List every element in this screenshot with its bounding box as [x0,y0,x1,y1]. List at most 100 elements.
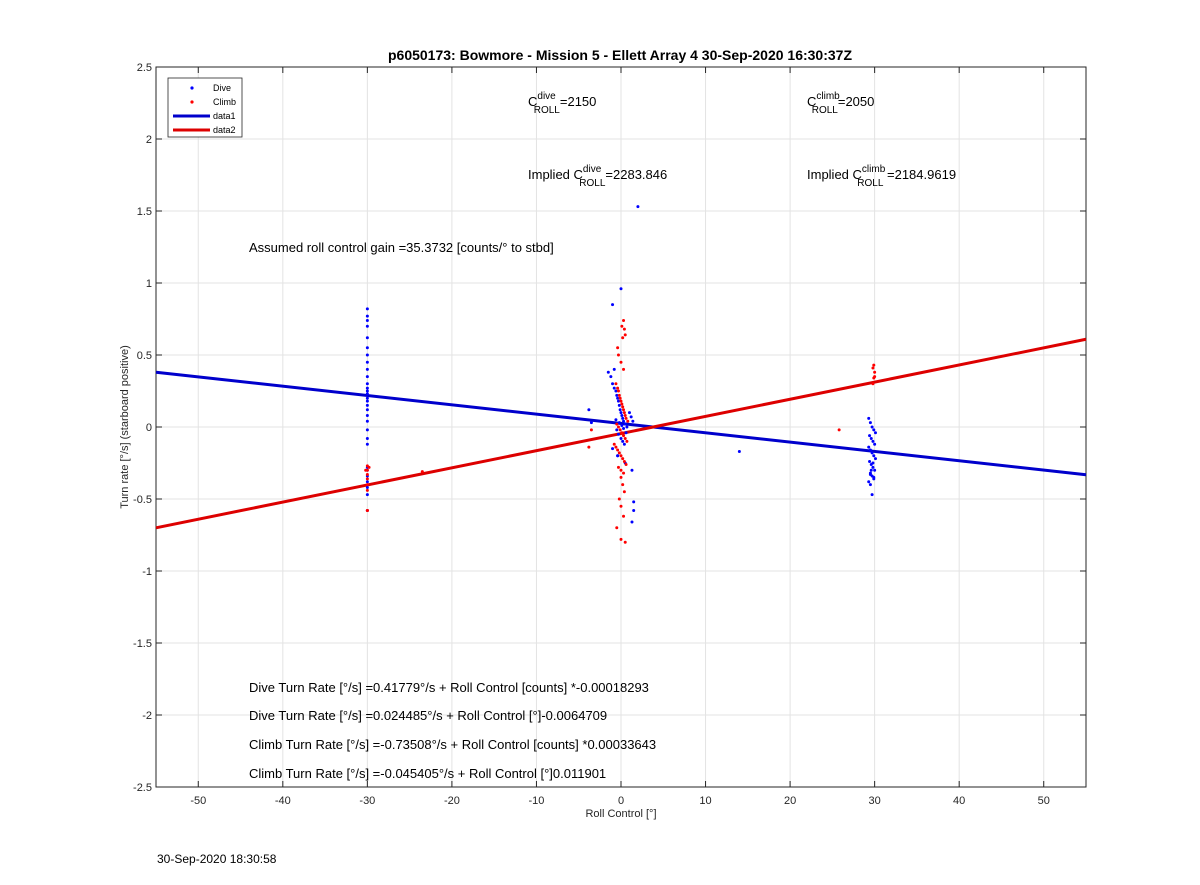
climb-point [873,375,877,379]
dive-point [618,408,622,412]
climb-point [365,477,369,481]
climb-point [623,540,627,544]
dive-point [622,442,626,446]
dive-point [616,396,620,400]
dive-point [615,393,619,397]
climb-point [617,393,621,397]
dive-point [620,424,624,428]
dive-point [621,416,625,420]
dive-point [869,437,873,441]
y-axis: -2.5 -2 -1.5 -1 -0.5 0 0.5 1 1.5 2 2.5 [133,62,1086,794]
y-tick-label: 0 [146,422,152,434]
climb-point [618,396,622,400]
implied-dive-annotation: Implied Cdive ROLL=2283.846 [528,164,667,189]
dive-point [619,287,623,291]
dive-point [616,454,620,458]
climb-point [619,537,623,541]
dive-point [873,431,877,435]
y-axis-label: Turn rate [°/s] (starboard positive) [119,345,131,509]
dive-point [630,520,634,524]
c-dive-annotation: Cdive ROLL=2150 [528,91,596,116]
climb-point [364,468,368,472]
legend-dive-marker [190,86,194,90]
dive-point [622,426,626,430]
climb-counts-equation: Climb Turn Rate [°/s] =-0.73508°/s + Rol… [249,737,656,752]
dive-point [871,439,875,443]
dive-point [868,483,872,487]
climb-point [623,333,627,337]
dive-point [365,314,369,318]
climb-point [618,428,622,432]
y-tick-label: 1.5 [137,206,152,218]
dive-point [617,403,621,407]
legend-climb-label: Climb [213,97,236,107]
climb-point [617,497,621,501]
legend-data1-label: data1 [213,111,236,121]
climb-point [614,382,618,386]
climb-point [616,389,620,393]
dive-point [365,408,369,412]
dive-point [617,421,621,425]
dive-point [619,411,623,415]
timestamp: 30-Sep-2020 18:30:58 [157,852,277,866]
dive-point [872,428,876,432]
climb-point [589,428,593,432]
climb-point [619,468,623,472]
dive-point [871,461,875,465]
dive-point [611,303,615,307]
dive-point [870,425,874,429]
dive-point [611,447,615,451]
dive-point [614,389,618,393]
dive-point [612,386,616,390]
dive-point [606,370,610,374]
x-tick-label: -40 [275,795,291,807]
dive-point [616,432,620,436]
dive-point [619,437,623,441]
dive-point [873,468,877,472]
dive-point [871,465,875,469]
climb-point [619,475,623,479]
dive-point [873,457,877,461]
climb-point [420,470,424,474]
dive-point [867,445,871,449]
dive-point [624,431,628,435]
dive-point [632,500,636,504]
dive-point [365,399,369,403]
dive-point [365,389,369,393]
dive-point [612,367,616,371]
legend-dive-label: Dive [213,83,231,93]
dive-point [623,422,627,426]
climb-point [365,488,369,492]
climb-point [616,346,620,350]
y-tick-label: -0.5 [133,494,152,506]
dive-point [868,434,872,438]
climb-point [616,425,620,429]
climb-point [616,465,620,469]
y-tick-label: 2 [146,134,152,146]
x-tick-label: 20 [784,795,796,807]
dive-point [609,375,613,379]
dive-point [636,205,640,209]
dive-point [365,375,369,379]
climb-point [367,465,371,469]
climb-point [621,483,625,487]
dive-point [868,421,872,425]
dive-point [870,493,874,497]
legend-data2-label: data2 [213,125,236,135]
y-tick-label: 0.5 [137,350,152,362]
dive-point [625,425,629,429]
x-tick-label: -50 [190,795,206,807]
x-tick-label: -10 [529,795,545,807]
dive-point [867,480,871,484]
climb-point [625,439,629,443]
dive-point [620,413,624,417]
x-tick-label: 0 [618,795,624,807]
dive-point [868,473,872,477]
climb-point [619,504,623,508]
climb-point [872,363,876,367]
dive-counts-equation: Dive Turn Rate [°/s] =0.41779°/s + Roll … [249,680,649,695]
climb-point [622,460,626,464]
dive-point [737,449,741,453]
y-tick-label: 2.5 [137,62,152,74]
